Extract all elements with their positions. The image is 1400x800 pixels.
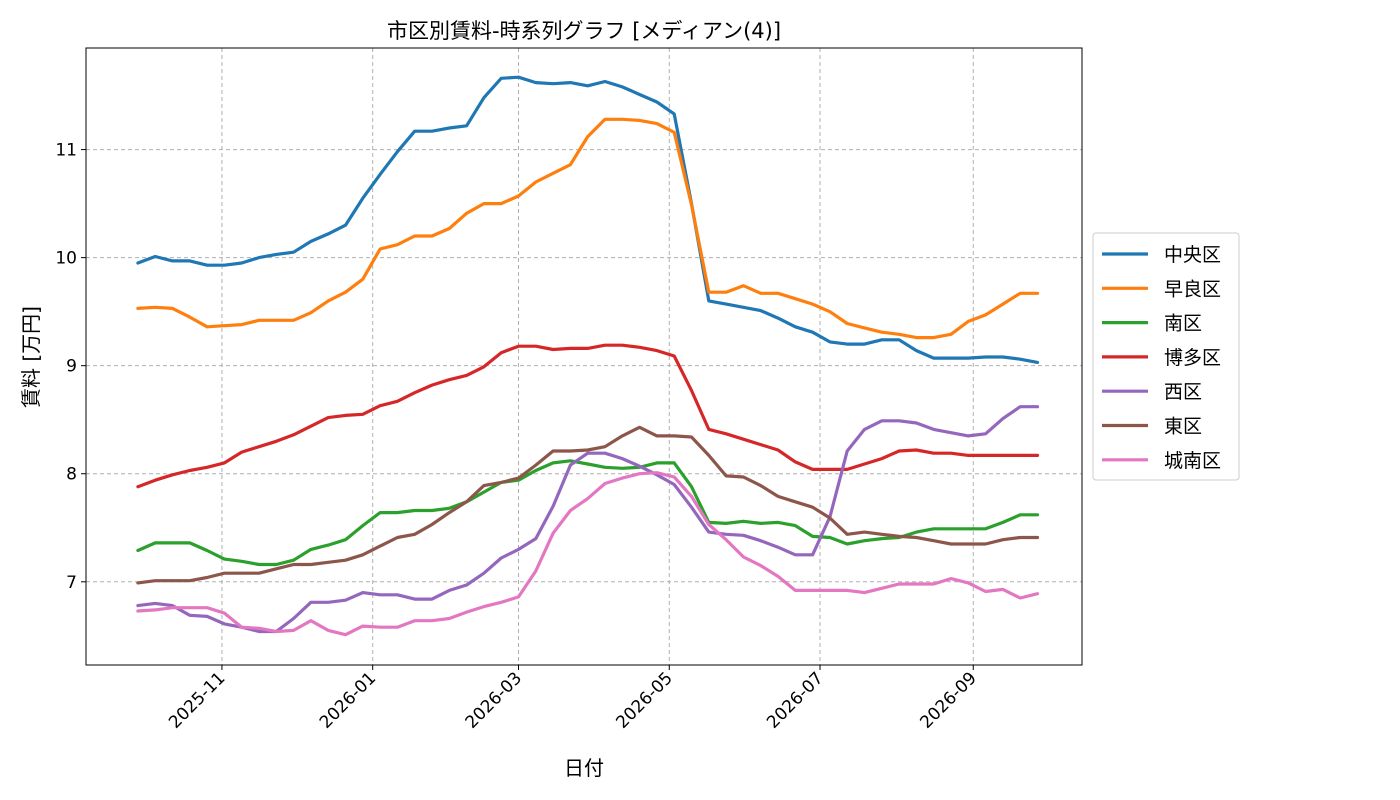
y-tick-label: 11 [55, 141, 77, 161]
plot-area-frame [85, 47, 1083, 666]
legend-frame [1092, 232, 1240, 481]
legend-label: 東区 [1164, 416, 1202, 438]
legend-label: 早良区 [1164, 278, 1221, 300]
y-tick-label: 10 [55, 249, 77, 269]
legend-label: 博多区 [1164, 347, 1221, 369]
chart-title: 市区別賃料-時系列グラフ [メディアン(4)] [387, 19, 781, 43]
y-tick-label: 9 [66, 357, 77, 377]
y-axis: 7 8 9 10 11 [55, 141, 86, 593]
series-line [136, 471, 1040, 637]
y-tick-label: 7 [66, 573, 77, 593]
x-tick-label: 2026-03 [462, 668, 526, 732]
series-line [136, 405, 1040, 634]
legend-label: 南区 [1164, 313, 1202, 335]
legend-label: 中央区 [1164, 244, 1221, 266]
x-axis: 2025-11 2026-01 2026-03 2026-05 2026-07 2026-… [165, 665, 981, 733]
series-line [136, 425, 1040, 585]
y-tick-label: 8 [66, 465, 77, 485]
legend-label: 西区 [1164, 381, 1202, 403]
series-line [136, 343, 1040, 489]
series-lines [136, 75, 1040, 637]
x-tick-label: 2026-09 [916, 668, 980, 732]
x-axis-title: 日付 [564, 756, 604, 780]
series-line [136, 117, 1040, 340]
series-line [136, 75, 1040, 364]
series-line [136, 459, 1040, 567]
x-tick-label: 2026-07 [763, 668, 827, 732]
x-tick-label: 2026-05 [612, 668, 676, 732]
legend-label: 城南区 [1164, 450, 1221, 472]
y-axis-title: 賃料 [万円] [19, 306, 43, 408]
x-tick-label: 2025-11 [165, 668, 229, 732]
x-tick-label: 2026-01 [316, 668, 380, 732]
